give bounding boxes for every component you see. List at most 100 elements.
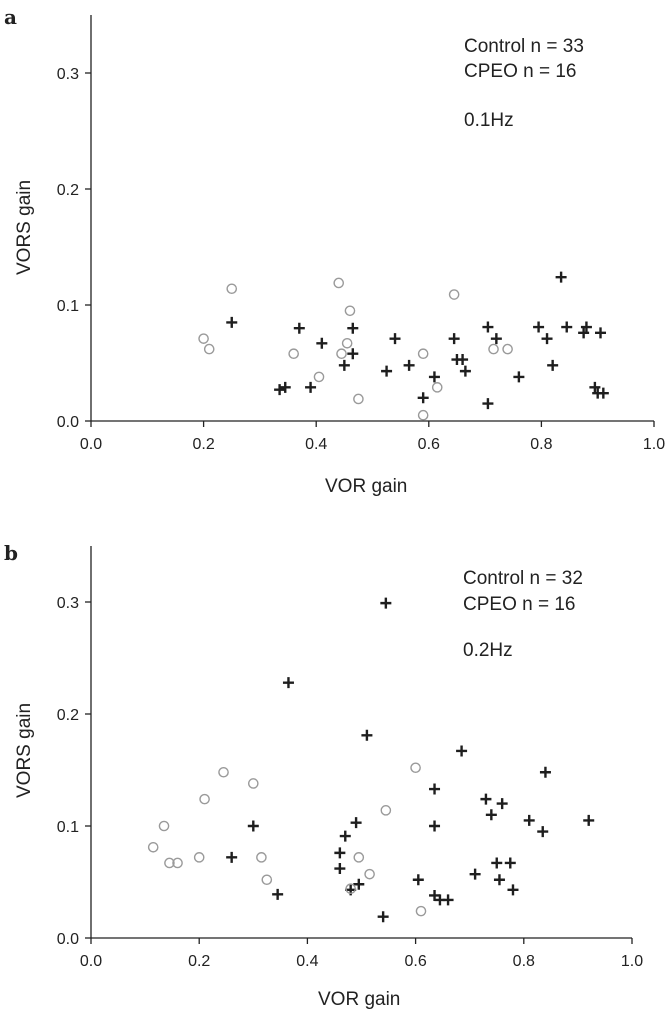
control-point — [203, 343, 215, 355]
y-tick-label: 0.0 — [57, 414, 79, 431]
cpeo-point — [429, 820, 441, 832]
control-point — [353, 393, 364, 405]
cpeo-point — [555, 271, 567, 283]
x-axis-title: VOR gain — [325, 476, 407, 497]
x-tick-label: 0.4 — [296, 953, 318, 970]
cpeo-point — [389, 333, 401, 345]
cpeo-point — [595, 327, 607, 339]
control-point — [256, 852, 267, 863]
x-tick-label: 0.6 — [404, 953, 426, 970]
control-point — [345, 883, 356, 895]
cpeo-point — [507, 884, 519, 896]
cpeo-count-label: CPEO n = 16 — [464, 61, 576, 82]
control-point — [333, 277, 345, 289]
cpeo-count-label: CPEO n = 16 — [463, 594, 575, 615]
cpeo-point — [561, 321, 573, 333]
control-point — [431, 382, 443, 393]
control-point — [164, 857, 175, 869]
cpeo-point — [541, 333, 553, 345]
x-tick-label: 0.2 — [192, 436, 214, 453]
y-tick-label: 0.1 — [57, 819, 79, 836]
plot-area: 0.0 0.2 0.4 0.6 0.8 1.0 0.0 0.1 0.2 0.3 — [57, 546, 643, 970]
cpeo-point — [504, 857, 516, 869]
cpeo-point — [316, 337, 328, 349]
cpeo-point — [338, 359, 350, 371]
control-point — [341, 337, 353, 349]
cpeo-point — [334, 847, 346, 859]
control-point — [344, 305, 356, 317]
plot-area: 0.0 0.2 0.4 0.6 0.8 1.0 0.0 0.1 0.2 0.3 — [57, 15, 665, 453]
cpeo-point — [305, 381, 317, 393]
cpeo-point — [380, 597, 392, 609]
x-axis-title: VOR gain — [318, 989, 400, 1010]
control-point — [158, 820, 170, 832]
cpeo-point — [578, 327, 590, 339]
control-point — [410, 762, 421, 774]
control-point — [199, 793, 210, 805]
x-tick-label: 1.0 — [643, 436, 665, 453]
control-point — [488, 343, 499, 355]
cpeo-point — [429, 783, 441, 795]
cpeo-point — [381, 365, 393, 377]
panel-label: a — [4, 5, 17, 29]
panel-label: b — [4, 541, 18, 565]
cpeo-point — [539, 766, 551, 778]
annotation-block: Control n = 32 CPEO n = 16 0.2Hz — [463, 568, 583, 661]
cpeo-point — [353, 878, 365, 890]
control-point — [172, 857, 183, 869]
control-count-label: Control n = 33 — [464, 36, 584, 57]
cpeo-point — [279, 381, 291, 393]
y-tick-label: 0.3 — [57, 66, 79, 83]
x-tick-label: 0.8 — [530, 436, 552, 453]
control-point — [193, 852, 205, 863]
cpeo-point — [282, 677, 294, 689]
cpeo-point — [456, 745, 468, 757]
control-point — [417, 348, 429, 360]
control-point — [288, 348, 299, 360]
cpeo-point — [547, 359, 559, 371]
x-tick-label: 0.6 — [418, 436, 440, 453]
cpeo-point — [589, 381, 601, 393]
cpeo-point — [339, 830, 351, 842]
cpeo-point — [523, 814, 535, 826]
y-tick-label: 0.2 — [57, 707, 79, 724]
control-point — [313, 371, 325, 383]
cpeo-point — [580, 321, 592, 333]
control-point — [198, 333, 209, 344]
x-tick-label: 0.4 — [305, 436, 327, 453]
y-axis-title: VORS gain — [14, 703, 35, 798]
cpeo-point — [491, 857, 503, 869]
control-point — [448, 289, 460, 300]
x-tick-label: 0.0 — [80, 436, 102, 453]
cpeo-point — [226, 851, 238, 863]
cpeo-point — [274, 384, 286, 396]
annotation-block: Control n = 33 CPEO n = 16 0.1Hz — [464, 36, 584, 131]
cpeo-point — [482, 321, 494, 333]
cpeo-point — [597, 387, 609, 399]
control-point — [353, 852, 365, 863]
cpeo-point — [480, 793, 492, 805]
control-point — [502, 343, 513, 355]
cpeo-point — [412, 874, 424, 886]
cpeo-point — [350, 817, 362, 829]
cpeo-point — [493, 874, 505, 886]
cpeo-point — [459, 365, 471, 377]
cpeo-point — [417, 392, 429, 404]
control-point — [417, 409, 429, 421]
cpeo-point — [272, 888, 284, 900]
panel-b: b Control n = 32 CPEO n = 16 0.2Hz VOR g… — [4, 541, 643, 1010]
control-point — [226, 283, 238, 295]
cpeo-point — [428, 371, 440, 383]
control-point — [380, 805, 392, 816]
cpeo-point — [469, 868, 481, 880]
x-tick-label: 0.2 — [188, 953, 210, 970]
cpeo-point — [442, 894, 454, 906]
cpeo-point — [485, 809, 497, 821]
frequency-label: 0.2Hz — [463, 640, 513, 661]
cpeo-point — [496, 798, 508, 810]
x-tick-label: 0.0 — [80, 953, 102, 970]
y-tick-label: 0.0 — [57, 931, 79, 948]
y-axis-title: VORS gain — [14, 180, 35, 275]
cpeo-point — [583, 814, 595, 826]
cpeo-point — [482, 398, 494, 410]
